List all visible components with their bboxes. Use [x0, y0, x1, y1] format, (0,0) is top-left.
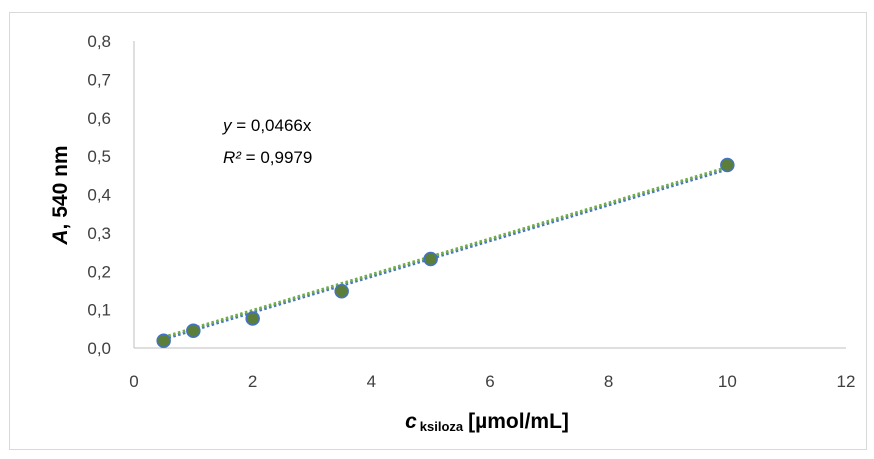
x-tick-label: 0	[129, 372, 138, 391]
tick-labels: 0 2 4 6 8 10 12 0,0 0,1 0,2 0,3 0,4 0,5 0,6 0,7 0,8	[87, 32, 855, 391]
data-points	[156, 157, 735, 348]
y-tick-label: 0,2	[87, 262, 111, 281]
trendline	[163, 167, 728, 341]
y-tick-label: 0,7	[87, 70, 111, 89]
x-tick-label: 12	[837, 372, 856, 391]
x-tick-label: 2	[248, 372, 257, 391]
x-tick-label: 6	[485, 372, 494, 391]
r-squared-label: R² = 0,9979	[223, 148, 312, 167]
x-tick-label: 8	[604, 372, 613, 391]
data-point	[423, 251, 438, 267]
y-tick-label: 0,8	[87, 32, 111, 51]
trendline	[163, 165, 728, 339]
data-point	[186, 323, 201, 338]
y-tick-label: 0,3	[87, 224, 111, 243]
x-tick-label: 4	[367, 372, 376, 391]
y-tick-label: 0,6	[87, 109, 111, 128]
y-axis-title: A, 540 nm	[49, 145, 72, 245]
data-point	[156, 333, 171, 348]
y-tick-label: 0,0	[87, 339, 111, 358]
data-point	[245, 311, 260, 326]
data-point	[720, 157, 735, 173]
data-point	[334, 283, 349, 299]
x-tick-label: 10	[718, 372, 737, 391]
y-tick-label: 0,5	[87, 147, 111, 166]
axes	[133, 41, 846, 349]
trendlines	[163, 165, 728, 341]
x-axis-title: c ksiloza [µmol/mL]	[405, 410, 569, 434]
chart-area	[9, 12, 867, 450]
y-tick-label: 0,4	[87, 186, 111, 205]
equation-label: y = 0,0466x	[222, 116, 312, 135]
y-tick-label: 0,1	[87, 301, 111, 320]
